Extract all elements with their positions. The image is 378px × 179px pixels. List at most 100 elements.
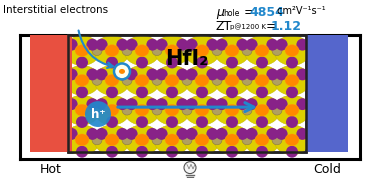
Circle shape xyxy=(114,64,130,79)
Ellipse shape xyxy=(184,95,220,125)
Circle shape xyxy=(152,135,162,145)
Ellipse shape xyxy=(136,86,148,98)
Ellipse shape xyxy=(136,57,148,68)
Ellipse shape xyxy=(94,66,130,95)
Ellipse shape xyxy=(135,45,149,57)
Ellipse shape xyxy=(196,116,208,128)
Ellipse shape xyxy=(276,68,288,80)
Ellipse shape xyxy=(87,68,98,80)
Circle shape xyxy=(152,75,162,85)
Circle shape xyxy=(272,46,282,55)
Circle shape xyxy=(122,46,132,55)
Ellipse shape xyxy=(255,74,269,86)
Ellipse shape xyxy=(96,128,108,140)
Ellipse shape xyxy=(166,57,178,68)
Ellipse shape xyxy=(76,146,88,158)
Text: Interstitial electrons: Interstitial electrons xyxy=(3,5,108,15)
Ellipse shape xyxy=(276,98,288,110)
Ellipse shape xyxy=(215,39,228,51)
Ellipse shape xyxy=(215,68,228,80)
Circle shape xyxy=(122,135,132,145)
Ellipse shape xyxy=(66,98,77,110)
Ellipse shape xyxy=(226,146,238,158)
Ellipse shape xyxy=(94,125,130,155)
Text: =: = xyxy=(262,20,277,33)
Ellipse shape xyxy=(296,98,308,110)
Circle shape xyxy=(212,46,222,55)
Ellipse shape xyxy=(246,68,258,80)
Ellipse shape xyxy=(276,128,288,140)
Ellipse shape xyxy=(225,74,239,86)
Ellipse shape xyxy=(64,36,100,66)
Ellipse shape xyxy=(236,128,248,140)
Ellipse shape xyxy=(124,66,160,95)
Ellipse shape xyxy=(87,98,98,110)
Ellipse shape xyxy=(156,39,167,51)
Ellipse shape xyxy=(244,36,280,66)
Ellipse shape xyxy=(166,86,178,98)
Ellipse shape xyxy=(206,68,218,80)
Circle shape xyxy=(182,105,192,115)
Text: ZT: ZT xyxy=(216,20,232,33)
Ellipse shape xyxy=(165,74,179,86)
Ellipse shape xyxy=(96,39,108,51)
Ellipse shape xyxy=(184,125,220,155)
Ellipse shape xyxy=(116,39,129,51)
Ellipse shape xyxy=(94,36,130,66)
Ellipse shape xyxy=(195,45,209,57)
Ellipse shape xyxy=(177,128,188,140)
Ellipse shape xyxy=(244,125,280,155)
Ellipse shape xyxy=(184,36,220,66)
Circle shape xyxy=(92,46,102,55)
Ellipse shape xyxy=(186,98,198,110)
Ellipse shape xyxy=(215,98,228,110)
Ellipse shape xyxy=(106,86,118,98)
Ellipse shape xyxy=(266,68,278,80)
Ellipse shape xyxy=(165,104,179,116)
Ellipse shape xyxy=(106,57,118,68)
Ellipse shape xyxy=(124,95,160,125)
Text: Cold: Cold xyxy=(313,163,341,176)
Ellipse shape xyxy=(285,74,299,86)
Ellipse shape xyxy=(105,104,119,116)
Ellipse shape xyxy=(146,68,158,80)
Ellipse shape xyxy=(186,68,198,80)
Ellipse shape xyxy=(64,66,100,95)
Ellipse shape xyxy=(76,116,88,128)
Ellipse shape xyxy=(256,146,268,158)
Ellipse shape xyxy=(124,36,160,66)
Ellipse shape xyxy=(274,66,310,95)
Ellipse shape xyxy=(225,45,239,57)
Circle shape xyxy=(242,46,252,55)
Ellipse shape xyxy=(177,98,188,110)
Ellipse shape xyxy=(196,57,208,68)
Ellipse shape xyxy=(236,68,248,80)
Circle shape xyxy=(182,75,192,85)
Circle shape xyxy=(182,135,192,145)
Ellipse shape xyxy=(225,134,239,146)
Ellipse shape xyxy=(195,74,209,86)
Ellipse shape xyxy=(136,146,148,158)
Text: h⁺: h⁺ xyxy=(91,108,105,121)
Ellipse shape xyxy=(236,39,248,51)
Ellipse shape xyxy=(154,36,190,66)
Ellipse shape xyxy=(156,128,167,140)
Ellipse shape xyxy=(106,146,118,158)
Ellipse shape xyxy=(286,86,298,98)
Ellipse shape xyxy=(125,68,138,80)
Ellipse shape xyxy=(196,146,208,158)
Ellipse shape xyxy=(146,39,158,51)
Ellipse shape xyxy=(244,95,280,125)
Ellipse shape xyxy=(256,116,268,128)
Ellipse shape xyxy=(154,95,190,125)
Ellipse shape xyxy=(246,39,258,51)
Ellipse shape xyxy=(214,66,250,95)
Ellipse shape xyxy=(266,98,278,110)
Text: hole: hole xyxy=(223,9,239,18)
Ellipse shape xyxy=(96,98,108,110)
Ellipse shape xyxy=(186,128,198,140)
Ellipse shape xyxy=(125,39,138,51)
Ellipse shape xyxy=(64,95,100,125)
Ellipse shape xyxy=(296,39,308,51)
Ellipse shape xyxy=(195,134,209,146)
